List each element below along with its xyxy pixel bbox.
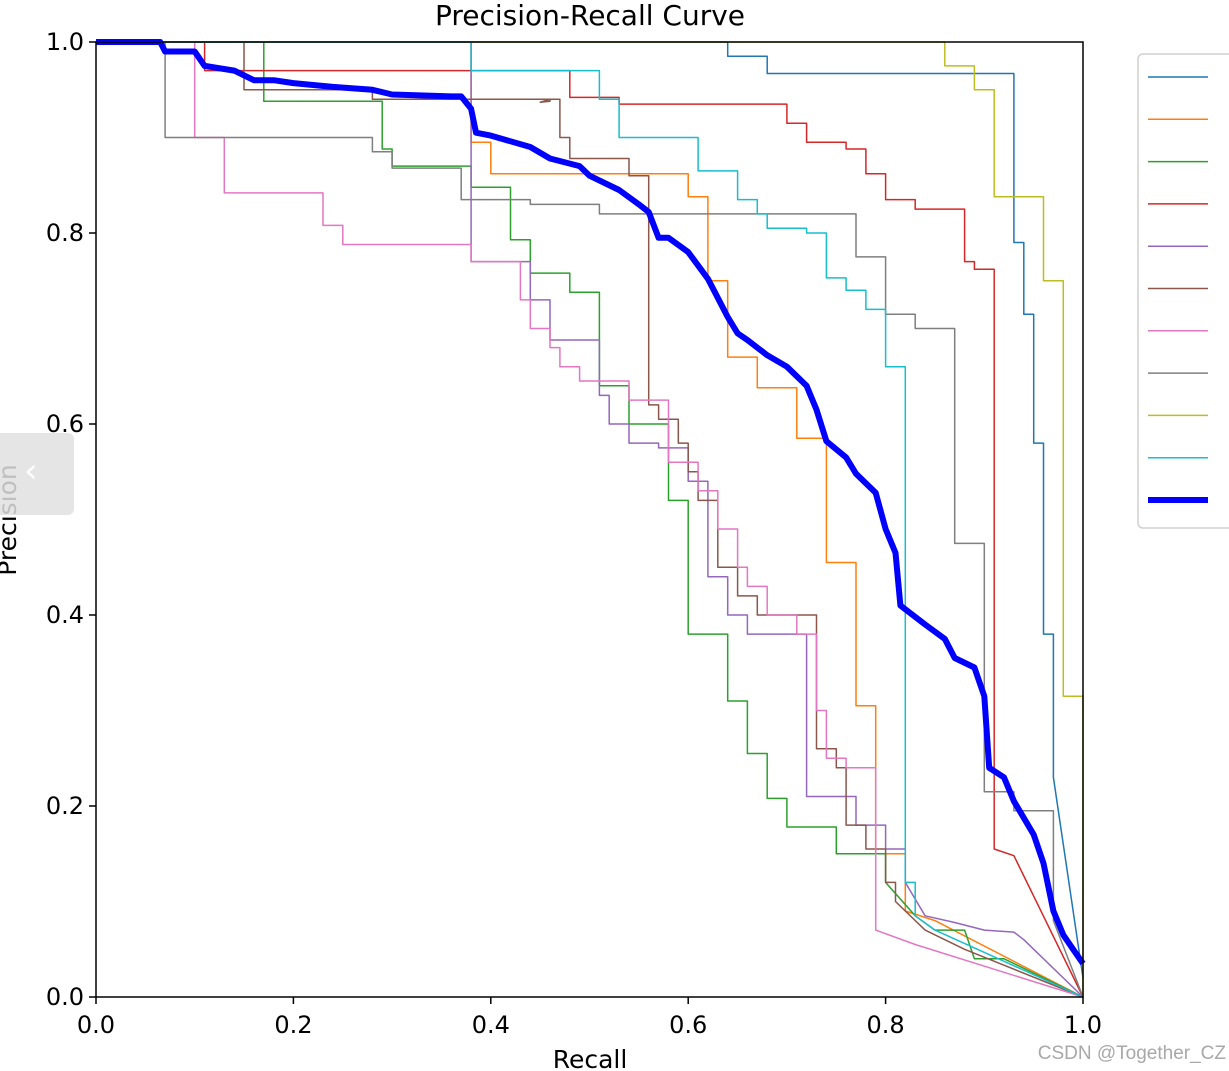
y-tick-label: 0.2 [46,792,84,820]
x-tick-label: 0.8 [867,1011,905,1039]
y-tick-label: 0.4 [46,601,84,629]
x-tick-label: 1.0 [1064,1011,1102,1039]
x-tick-label: 0.0 [77,1011,115,1039]
x-tick-label: 0.4 [472,1011,510,1039]
legend-box [1137,53,1229,529]
watermark: CSDN @Together_CZ [1038,1043,1227,1064]
series-line-2 [96,41,1084,998]
series-line-8 [96,41,1084,998]
side-panel-toggle[interactable]: ‹ [0,433,74,515]
series-line-7 [96,41,1084,998]
x-tick-label: 0.6 [669,1011,707,1039]
plot-area-frame [95,41,1084,998]
x-tick-label: 0.2 [274,1011,312,1039]
x-axis-label: Recall [553,1045,628,1071]
chart-title: Precision-Recall Curve [435,0,745,32]
legend [1137,53,1229,529]
series-line-5 [96,41,1084,998]
series-line-1 [96,41,1084,979]
series-line-6 [96,41,1084,998]
series-line-10 [96,41,1084,998]
y-tick-label: 0.8 [46,219,84,247]
series-layer [96,39,1086,998]
series-line-3 [96,41,1084,998]
series-line-4 [96,41,1084,998]
y-tick-label: 1.0 [46,28,84,56]
series-line-11 [96,39,1086,966]
axis-ticks: 0.0 0.2 0.4 0.6 0.8 1.00.00.20.40.60.81.0 [46,28,1102,1039]
y-tick-label: 0.0 [46,983,84,1011]
series-line-9 [96,41,1084,997]
chevron-left-icon: ‹ [24,451,38,491]
